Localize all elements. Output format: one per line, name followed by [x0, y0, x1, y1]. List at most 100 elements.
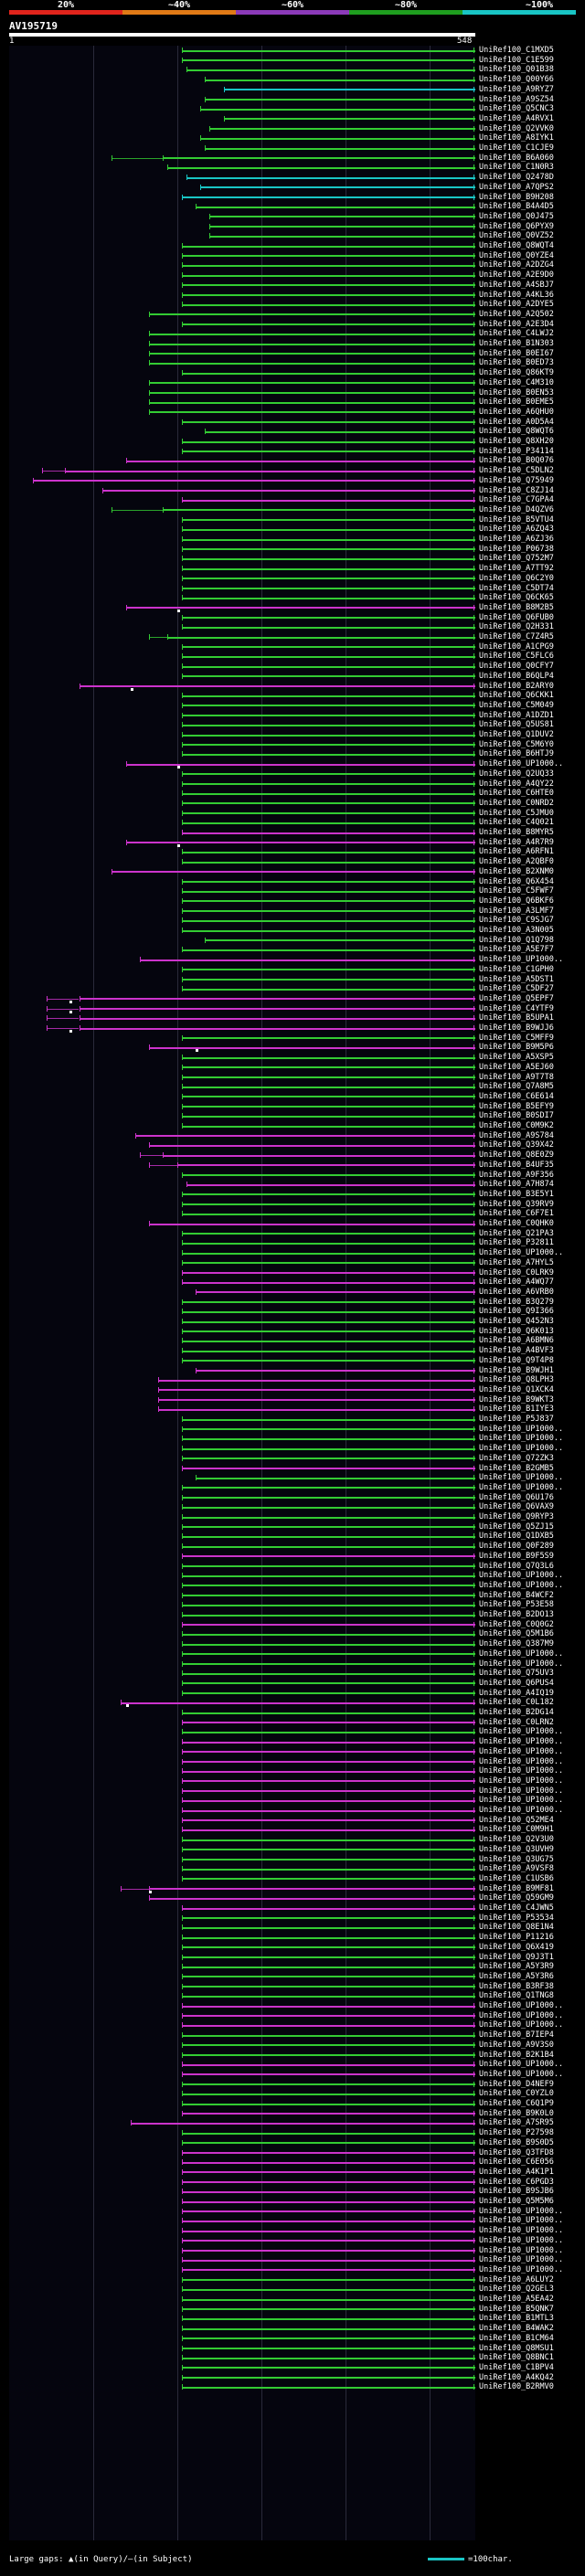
- hit-label[interactable]: UniRef100_B2RMV0: [479, 2382, 554, 2392]
- hit-bar[interactable]: [181, 851, 475, 853]
- hit-label[interactable]: UniRef100_C1N0R3: [479, 163, 554, 173]
- hit-bar[interactable]: [205, 939, 475, 942]
- hit-label[interactable]: UniRef100_Q6U176: [479, 1492, 554, 1502]
- hit-bar[interactable]: [181, 1447, 475, 1450]
- hit-bar[interactable]: [181, 1330, 475, 1333]
- hit-bar[interactable]: [181, 2308, 475, 2311]
- hit-bar[interactable]: [181, 1360, 475, 1362]
- hit-label[interactable]: UniRef100_B9SJB6: [479, 2187, 554, 2197]
- hit-bar[interactable]: [149, 411, 475, 414]
- hit-bar[interactable]: [181, 1076, 475, 1078]
- hit-bar[interactable]: [181, 1106, 475, 1108]
- hit-bar[interactable]: [102, 490, 475, 492]
- hit-label[interactable]: UniRef100_B1IYE3: [479, 1405, 554, 1415]
- hit-label[interactable]: UniRef100_Q1Q798: [479, 935, 554, 945]
- hit-label[interactable]: UniRef100_UP1000..: [479, 1776, 564, 1786]
- hit-bar[interactable]: [181, 1555, 475, 1558]
- hit-bar[interactable]: [181, 2377, 475, 2380]
- hit-label[interactable]: UniRef100_Q9I366: [479, 1307, 554, 1317]
- hit-bar[interactable]: [181, 1672, 475, 1675]
- hit-bar[interactable]: [181, 1418, 475, 1421]
- hit-label[interactable]: UniRef100_B8M2B5: [479, 602, 554, 612]
- hit-bar[interactable]: [181, 323, 475, 326]
- hit-label[interactable]: UniRef100_A6VRB0: [479, 1287, 554, 1297]
- hit-label[interactable]: UniRef100_B0ED73: [479, 358, 554, 368]
- hit-bar[interactable]: [181, 2024, 475, 2027]
- hit-label[interactable]: UniRef100_Q00Y66: [479, 75, 554, 85]
- hit-bar[interactable]: [181, 1535, 475, 1538]
- hit-bar[interactable]: [181, 1936, 475, 1939]
- hit-bar[interactable]: [181, 1741, 475, 1744]
- hit-bar[interactable]: [149, 382, 475, 385]
- hit-label[interactable]: UniRef100_B9H208: [479, 192, 554, 202]
- hit-bar[interactable]: [181, 2317, 475, 2320]
- hit-label[interactable]: UniRef100_A1DZD1: [479, 710, 554, 720]
- hit-bar[interactable]: [181, 2250, 475, 2252]
- hit-bar[interactable]: [181, 1799, 475, 1802]
- hit-bar[interactable]: [181, 792, 475, 795]
- hit-bar[interactable]: [167, 636, 475, 639]
- hit-label[interactable]: UniRef100_A3LMF7: [479, 906, 554, 916]
- hit-bar[interactable]: [181, 675, 475, 678]
- hit-bar[interactable]: [181, 832, 475, 834]
- hit-label[interactable]: UniRef100_UP1000..: [479, 2069, 564, 2079]
- hit-bar[interactable]: [181, 1731, 475, 1733]
- hit-bar[interactable]: [181, 1859, 475, 1860]
- hit-bar[interactable]: [181, 1966, 475, 1968]
- hit-bar[interactable]: [181, 372, 475, 375]
- hit-bar[interactable]: [200, 108, 475, 111]
- hit-bar[interactable]: [163, 509, 475, 512]
- hit-bar[interactable]: [181, 421, 475, 424]
- hit-bar[interactable]: [181, 1310, 475, 1313]
- hit-bar[interactable]: [181, 1722, 475, 1724]
- hit-bar[interactable]: [186, 1183, 475, 1186]
- hit-bar[interactable]: [181, 1037, 475, 1040]
- hit-label[interactable]: UniRef100_P53534: [479, 1913, 554, 1923]
- hit-bar[interactable]: [79, 998, 475, 1001]
- hit-bar[interactable]: [200, 137, 475, 140]
- hit-bar[interactable]: [181, 744, 475, 747]
- hit-bar[interactable]: [181, 1712, 475, 1714]
- hit-bar[interactable]: [181, 1526, 475, 1529]
- hit-bar[interactable]: [181, 2386, 475, 2389]
- hit-label[interactable]: UniRef100_A4SBJ7: [479, 280, 554, 290]
- hit-bar[interactable]: [181, 2142, 475, 2145]
- hit-label[interactable]: UniRef100_A8IYK1: [479, 133, 554, 143]
- hit-bar[interactable]: [181, 245, 475, 248]
- hit-bar[interactable]: [181, 1770, 475, 1773]
- hit-label[interactable]: UniRef100_A3N005: [479, 926, 554, 935]
- hit-label[interactable]: UniRef100_C0L182: [479, 1698, 554, 1708]
- hit-label[interactable]: UniRef100_C6PGD3: [479, 2177, 554, 2187]
- hit-label[interactable]: UniRef100_A2DZG4: [479, 260, 554, 270]
- hit-bar[interactable]: [181, 264, 475, 267]
- hit-label[interactable]: UniRef100_C1GPH0: [479, 964, 554, 974]
- hit-label[interactable]: UniRef100_UP1000..: [479, 2010, 564, 2020]
- hit-label[interactable]: UniRef100_B7IEP4: [479, 2030, 554, 2041]
- hit-label[interactable]: UniRef100_P5J837: [479, 1415, 554, 1424]
- hit-label[interactable]: UniRef100_Q9RYP3: [479, 1512, 554, 1521]
- hit-bar[interactable]: [181, 802, 475, 805]
- hit-bar[interactable]: [181, 528, 475, 531]
- hit-label[interactable]: UniRef100_UP1000..: [479, 1580, 564, 1590]
- hit-bar[interactable]: [149, 362, 475, 365]
- hit-bar[interactable]: [134, 1135, 475, 1138]
- hit-bar[interactable]: [181, 1458, 475, 1460]
- hit-bar[interactable]: [181, 1624, 475, 1627]
- hit-bar[interactable]: [181, 2259, 475, 2262]
- hit-bar[interactable]: [181, 1692, 475, 1695]
- hit-label[interactable]: UniRef100_C4JWN5: [479, 1903, 554, 1913]
- hit-label[interactable]: UniRef100_Q3UG75: [479, 1854, 554, 1864]
- hit-bar[interactable]: [181, 578, 475, 580]
- hit-bar[interactable]: [181, 929, 475, 932]
- hit-bar[interactable]: [181, 1262, 475, 1265]
- hit-label[interactable]: UniRef100_Q5EPF7: [479, 993, 554, 1003]
- hit-label[interactable]: UniRef100_B0EI67: [479, 348, 554, 358]
- hit-label[interactable]: UniRef100_C6F7E1: [479, 1209, 554, 1219]
- hit-label[interactable]: UniRef100_A6ZQ43: [479, 525, 554, 535]
- hit-label[interactable]: UniRef100_Q2UQ33: [479, 769, 554, 779]
- hit-label[interactable]: UniRef100_C5M049: [479, 700, 554, 710]
- hit-label[interactable]: UniRef100_B0Q076: [479, 456, 554, 466]
- hit-bar[interactable]: [130, 2122, 475, 2125]
- hit-label[interactable]: UniRef100_P11216: [479, 1933, 554, 1943]
- hit-label[interactable]: UniRef100_Q0CFY7: [479, 662, 554, 672]
